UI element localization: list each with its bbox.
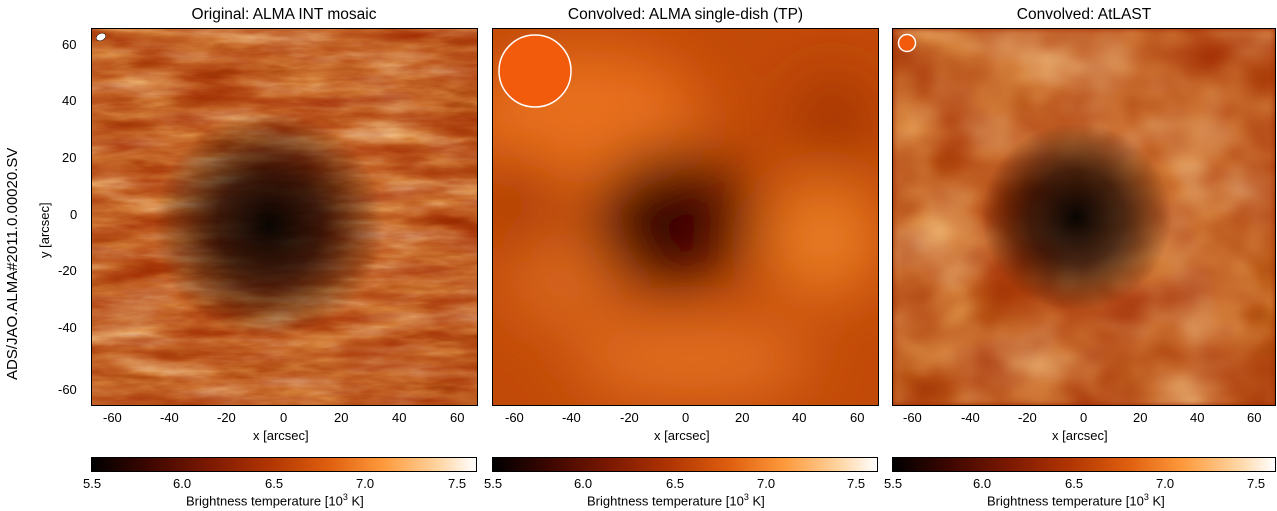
colorbar-label-unit: K] bbox=[748, 493, 765, 509]
colorbar-label-exponent: 3 bbox=[743, 492, 749, 502]
colorbar-tick-label: 7.5 bbox=[847, 476, 866, 491]
colorbar-label-exponent: 3 bbox=[1143, 492, 1149, 502]
panel-3-title: Convolved: AtLAST bbox=[1016, 6, 1152, 23]
colorbar-tick-label: 6.5 bbox=[265, 476, 284, 491]
colorbar-tick-label: 6.5 bbox=[666, 476, 685, 491]
x-tick-label: 40 bbox=[792, 410, 807, 425]
colorbar-tick-label: 5.5 bbox=[884, 476, 903, 491]
colorbar-label-text: Brightness temperature [10 bbox=[587, 493, 744, 509]
colorbar-tick-label: 7.0 bbox=[1156, 476, 1175, 491]
colorbar-1 bbox=[91, 457, 477, 472]
colorbar-tick-label: 5.5 bbox=[484, 476, 503, 491]
y-tick-label: -20 bbox=[58, 263, 77, 278]
x-tick-label: -60 bbox=[505, 410, 524, 425]
colorbar-tick-label: 5.5 bbox=[83, 476, 102, 491]
x-tick-label: -60 bbox=[103, 410, 122, 425]
rotated-side-text: ADS/JAO.ALMA#2011.0.00020.SV bbox=[4, 147, 21, 380]
colorbar-tick-label: 7.0 bbox=[757, 476, 776, 491]
x-tick-label: 60 bbox=[1247, 410, 1262, 425]
beam-circle bbox=[498, 34, 572, 108]
beam-circle bbox=[897, 33, 917, 53]
panel-1-x-label: x [arcsec] bbox=[253, 428, 309, 443]
x-tick-label: -40 bbox=[961, 410, 980, 425]
x-tick-label: 40 bbox=[1190, 410, 1205, 425]
colorbar-tick-label: 6.0 bbox=[574, 476, 593, 491]
x-tick-label: -20 bbox=[217, 410, 236, 425]
x-tick-label: -40 bbox=[562, 410, 581, 425]
colorbar-tick-label: 6.5 bbox=[1065, 476, 1084, 491]
y-tick-label: 40 bbox=[62, 93, 77, 108]
x-tick-label: -20 bbox=[1018, 410, 1037, 425]
colorbar-3 bbox=[892, 457, 1276, 472]
y-tick-label: -40 bbox=[58, 320, 77, 335]
x-tick-label: 20 bbox=[1133, 410, 1148, 425]
x-tick-label: -20 bbox=[620, 410, 639, 425]
panel-3-x-label: x [arcsec] bbox=[1052, 428, 1108, 443]
colorbar-label-unit: K] bbox=[347, 493, 364, 509]
colorbar-tick-label: 6.0 bbox=[973, 476, 992, 491]
x-tick-label: 0 bbox=[1080, 410, 1088, 425]
colorbar-tick-label: 7.5 bbox=[1247, 476, 1266, 491]
colorbar-2-label: Brightness temperature [103 K] bbox=[587, 492, 765, 508]
y-tick-label: 60 bbox=[62, 37, 77, 52]
x-tick-label: 20 bbox=[735, 410, 750, 425]
colorbar-label-unit: K] bbox=[1148, 493, 1165, 509]
x-tick-label: 60 bbox=[850, 410, 865, 425]
colorbar-label-text: Brightness temperature [10 bbox=[186, 493, 343, 509]
colorbar-3-label: Brightness temperature [103 K] bbox=[987, 492, 1165, 508]
panel-2-x-label: x [arcsec] bbox=[654, 428, 710, 443]
x-tick-label: 40 bbox=[392, 410, 407, 425]
x-tick-label: -60 bbox=[903, 410, 922, 425]
colorbar-tick-label: 7.0 bbox=[356, 476, 375, 491]
panel-2-image bbox=[492, 28, 879, 406]
beam-ellipse bbox=[95, 32, 107, 42]
x-tick-label: 0 bbox=[682, 410, 690, 425]
y-tick-label: -60 bbox=[58, 382, 77, 397]
panel-2-title: Convolved: ALMA single-dish (TP) bbox=[567, 6, 804, 23]
colorbar-2 bbox=[492, 457, 878, 472]
colorbar-1-label: Brightness temperature [103 K] bbox=[186, 492, 364, 508]
colorbar-label-exponent: 3 bbox=[342, 492, 348, 502]
panel-1-title: Original: ALMA INT mosaic bbox=[191, 6, 377, 23]
x-tick-label: -40 bbox=[160, 410, 179, 425]
x-tick-label: 0 bbox=[280, 410, 288, 425]
panel-1-image bbox=[91, 28, 478, 406]
colorbar-label-text: Brightness temperature [10 bbox=[987, 493, 1144, 509]
y-tick-label: 0 bbox=[70, 207, 78, 222]
x-tick-label: 60 bbox=[450, 410, 465, 425]
y-axis-label: y [arcsec] bbox=[37, 202, 52, 258]
y-tick-label: 20 bbox=[62, 150, 77, 165]
colorbar-tick-label: 6.0 bbox=[173, 476, 192, 491]
x-tick-label: 20 bbox=[334, 410, 349, 425]
panel-3-image bbox=[892, 28, 1276, 406]
colorbar-tick-label: 7.5 bbox=[448, 476, 467, 491]
